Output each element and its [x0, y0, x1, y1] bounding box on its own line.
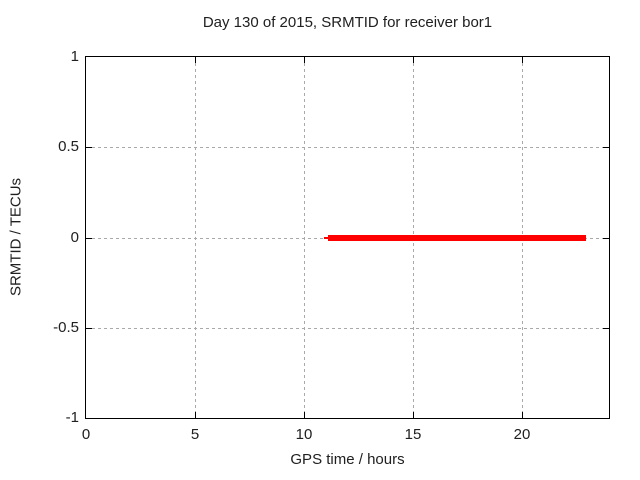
tick-mark-x-top	[195, 57, 196, 63]
data-series-line	[328, 235, 586, 241]
tick-mark-x-top	[522, 57, 523, 63]
tick-mark-x-bottom	[413, 412, 414, 418]
x-tick-label: 10	[295, 426, 313, 443]
x-tick-label: 0	[81, 426, 91, 443]
tick-mark-y-left	[86, 147, 92, 148]
y-tick-label: 0	[70, 229, 79, 246]
tick-mark-x-bottom	[195, 412, 196, 418]
y-tick-label: -0.5	[53, 319, 79, 336]
chart-title: Day 130 of 2015, SRMTID for receiver bor…	[202, 14, 493, 31]
y-tick-label: 0.5	[58, 138, 79, 155]
tick-mark-x-bottom	[522, 412, 523, 418]
tick-mark-y-right	[603, 238, 609, 239]
tick-mark-y-left	[86, 328, 92, 329]
y-tick-label: -1	[65, 409, 79, 426]
grid-line-horizontal	[86, 147, 609, 148]
tick-mark-y-left	[86, 238, 92, 239]
grid-line-vertical	[195, 57, 196, 418]
tick-mark-y-right	[603, 328, 609, 329]
grid-line-horizontal	[86, 328, 609, 329]
x-tick-label: 5	[190, 426, 200, 443]
grid-line-vertical	[304, 57, 305, 418]
x-tick-label: 15	[404, 426, 422, 443]
tick-mark-y-right	[603, 147, 609, 148]
tick-mark-x-bottom	[304, 412, 305, 418]
y-tick-label: 1	[70, 48, 79, 65]
tick-mark-x-top	[413, 57, 414, 63]
x-axis-label: GPS time / hours	[290, 451, 405, 468]
x-tick-label: 20	[513, 426, 531, 443]
data-series-line-lead	[324, 237, 329, 239]
tick-mark-x-top	[304, 57, 305, 63]
plot-area	[85, 56, 610, 419]
